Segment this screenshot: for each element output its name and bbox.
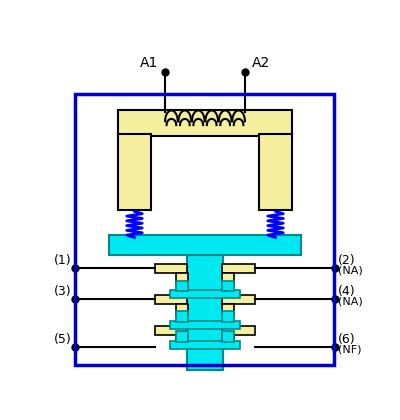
Bar: [222, 326, 255, 334]
Bar: [170, 341, 240, 349]
Text: A1: A1: [140, 56, 158, 71]
Bar: [176, 281, 188, 291]
Bar: [259, 134, 292, 210]
Bar: [222, 304, 234, 316]
Text: (5): (5): [54, 333, 72, 346]
Text: (6): (6): [338, 333, 356, 346]
Text: (NA): (NA): [338, 297, 363, 307]
Bar: [222, 273, 234, 285]
Text: (4): (4): [338, 285, 356, 298]
Bar: [176, 331, 188, 342]
Bar: [222, 281, 234, 291]
Bar: [187, 255, 223, 370]
Bar: [222, 312, 234, 322]
Text: (2): (2): [338, 254, 356, 267]
Text: (NA): (NA): [338, 265, 363, 276]
Bar: [118, 134, 151, 210]
Bar: [109, 235, 301, 255]
Bar: [155, 326, 187, 334]
Bar: [170, 290, 240, 298]
Bar: [222, 331, 234, 342]
Bar: [176, 304, 188, 316]
Bar: [176, 312, 188, 322]
Bar: [222, 295, 255, 304]
Text: (3): (3): [54, 285, 72, 298]
Text: (NF): (NF): [338, 344, 362, 354]
Text: A2: A2: [252, 56, 270, 71]
Bar: [155, 265, 187, 273]
Bar: [75, 94, 334, 365]
Bar: [222, 334, 234, 347]
Bar: [118, 110, 292, 136]
Text: (1): (1): [54, 254, 72, 267]
Bar: [170, 321, 240, 329]
Bar: [155, 295, 187, 304]
Bar: [176, 334, 188, 347]
Bar: [176, 273, 188, 285]
Bar: [222, 265, 255, 273]
